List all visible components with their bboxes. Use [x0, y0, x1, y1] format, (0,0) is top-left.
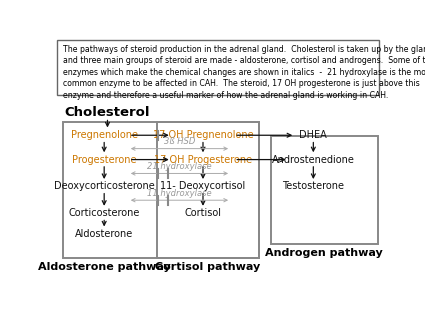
- Bar: [63, 122, 259, 258]
- Bar: [157, 122, 259, 258]
- Text: The pathways of steroid production in the adrenal gland.  Cholesterol is taken u: The pathways of steroid production in th…: [63, 45, 425, 100]
- Text: Androgen pathway: Androgen pathway: [265, 248, 383, 258]
- Text: Pregnenolone: Pregnenolone: [71, 130, 138, 140]
- Text: 11 hydroxylase: 11 hydroxylase: [147, 189, 212, 198]
- Bar: [271, 137, 377, 244]
- Text: Corticosterone: Corticosterone: [68, 208, 140, 218]
- Text: Testosterone: Testosterone: [282, 181, 344, 191]
- Text: DHEA: DHEA: [300, 130, 327, 140]
- Text: 17 OH Pregnenolone: 17 OH Pregnenolone: [153, 130, 253, 140]
- Text: 11- Deoxycortisol: 11- Deoxycortisol: [160, 181, 246, 191]
- Text: Progesterone: Progesterone: [72, 155, 136, 165]
- Text: 3ß HSD: 3ß HSD: [164, 137, 195, 146]
- Bar: [57, 40, 379, 95]
- Text: Aldosterone: Aldosterone: [75, 229, 133, 239]
- Text: 17 OH Progesterone: 17 OH Progesterone: [154, 155, 252, 165]
- Text: Aldosterone pathway: Aldosterone pathway: [38, 262, 170, 272]
- Text: Androstenedione: Androstenedione: [272, 155, 355, 165]
- Text: 21 hydroxylase: 21 hydroxylase: [147, 162, 212, 171]
- Text: Cortisol: Cortisol: [184, 208, 221, 218]
- Text: Cholesterol: Cholesterol: [65, 106, 150, 118]
- Text: Cortisol pathway: Cortisol pathway: [155, 262, 261, 272]
- Text: Deoxycorticosterone: Deoxycorticosterone: [54, 181, 155, 191]
